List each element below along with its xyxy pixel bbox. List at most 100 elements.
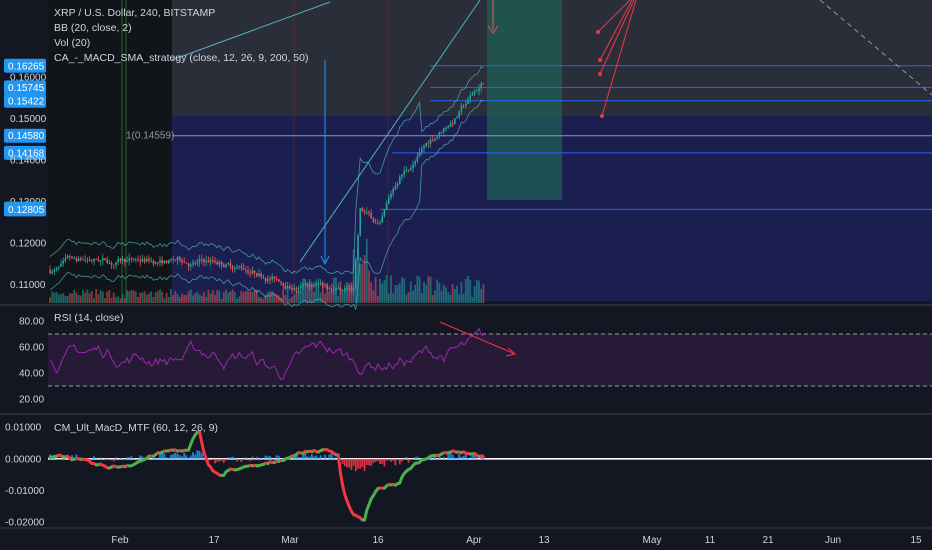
volume-bar <box>403 278 406 303</box>
candle-body <box>119 258 122 261</box>
volume-bar <box>273 292 276 303</box>
rsi-tick-label: 20.00 <box>19 395 44 406</box>
volume-bar <box>396 285 399 303</box>
macd-histogram-bar <box>392 458 395 461</box>
macd-histogram-bar <box>178 455 181 459</box>
volume-bar <box>361 263 364 303</box>
macd-histogram-bar <box>447 454 450 459</box>
volume-bar <box>295 290 298 303</box>
green-zone <box>487 0 562 200</box>
macd-histogram-bar <box>71 455 73 459</box>
macd-histogram-bar <box>115 457 117 459</box>
candle-body <box>399 176 401 184</box>
candle-body <box>157 262 159 264</box>
volume-bar <box>253 289 256 303</box>
volume-bar <box>198 294 201 303</box>
macd-histogram-bar <box>242 458 245 460</box>
volume-bar <box>73 289 76 303</box>
volume-bar <box>170 289 172 303</box>
symbol-title[interactable]: XRP / U.S. Dollar, 240, BITSTAMP <box>54 7 216 19</box>
candle-body <box>170 259 172 261</box>
macd-line-segment <box>479 454 485 459</box>
candle-body <box>60 263 62 267</box>
candle-body <box>297 287 300 290</box>
volume-bar <box>405 294 408 303</box>
macd-legend-label[interactable]: CM_Ult_MacD_MTF (60, 12, 26, 9) <box>54 422 218 434</box>
volume-bar <box>328 290 331 303</box>
candle-body <box>128 258 130 261</box>
candle-body <box>51 271 53 274</box>
candle-body <box>53 269 56 272</box>
macd-histogram-bar <box>341 458 344 465</box>
candle-body <box>150 260 152 262</box>
macd-histogram-bar <box>453 457 456 459</box>
candle-body <box>465 104 467 106</box>
volume-bar <box>398 283 401 303</box>
macd-histogram-bar <box>187 457 190 459</box>
candle-body <box>425 142 427 147</box>
volume-bar <box>464 279 467 303</box>
candle-body <box>108 262 111 264</box>
macd-histogram-bar <box>130 456 133 459</box>
macd-histogram-bar <box>172 454 175 459</box>
candle-body <box>234 268 236 270</box>
macd-histogram-bar <box>262 458 265 460</box>
price-tag-label: 0.15422 <box>8 96 45 107</box>
candle-body <box>421 148 423 153</box>
rsi-band-fill <box>48 334 932 386</box>
candle-body <box>84 259 86 261</box>
candle-body <box>443 128 445 132</box>
volume-bar <box>139 292 142 303</box>
candle-body <box>135 259 137 261</box>
macd-histogram-bar <box>218 458 221 462</box>
volume-bar <box>49 296 51 303</box>
volume-bar <box>291 296 293 303</box>
bb-lower <box>49 99 484 310</box>
volume-bar <box>205 296 208 303</box>
legend-macd-strategy[interactable]: CA_-_MACD_SMA_strategy (close, 12, 26, 9… <box>54 52 309 64</box>
volume-bar <box>282 290 285 303</box>
red-arrow-head <box>487 25 499 34</box>
macd-histogram-bar <box>137 458 139 462</box>
volume-bar <box>137 297 139 303</box>
volume-bar <box>271 290 274 303</box>
volume-bar <box>379 278 381 303</box>
time-axis-label: 15 <box>910 535 922 546</box>
volume-bar <box>390 275 392 303</box>
volume-bar <box>280 297 282 303</box>
time-axis-label: Feb <box>111 535 129 546</box>
macd-histogram-bar <box>229 457 232 459</box>
macd-histogram-bar <box>339 457 342 459</box>
volume-bar <box>159 289 161 303</box>
volume-bar <box>161 291 164 303</box>
volume-bar <box>469 280 472 303</box>
candle-body <box>383 209 386 217</box>
legend-vol[interactable]: Vol (20) <box>54 37 91 49</box>
candle-body <box>370 213 372 219</box>
candle-body <box>229 263 232 267</box>
volume-bar <box>64 295 67 303</box>
rsi-legend-label[interactable]: RSI (14, close) <box>54 312 124 324</box>
candle-body <box>337 287 339 289</box>
macd-histogram-bar <box>319 455 322 459</box>
macd-histogram-bar <box>211 458 214 460</box>
volume-bar <box>176 293 179 303</box>
candle-body <box>434 138 436 141</box>
volume-bar <box>394 285 397 303</box>
volume-bar <box>148 293 150 303</box>
candle-body <box>286 286 289 289</box>
macd-histogram-bar <box>57 458 60 460</box>
volume-bar <box>341 292 344 303</box>
legend-bb[interactable]: BB (20, close, 2) <box>54 22 132 34</box>
volume-bar <box>412 290 414 303</box>
macd-histogram-bar <box>174 452 177 459</box>
volume-bar <box>167 296 170 303</box>
candle-body <box>317 282 320 284</box>
volume-bar <box>119 298 122 303</box>
volume-bar <box>447 292 450 303</box>
rsi-divergence-arrow <box>439 321 516 355</box>
volume-bar <box>418 276 421 303</box>
candle-body <box>357 235 359 260</box>
volume-bar <box>141 292 144 303</box>
